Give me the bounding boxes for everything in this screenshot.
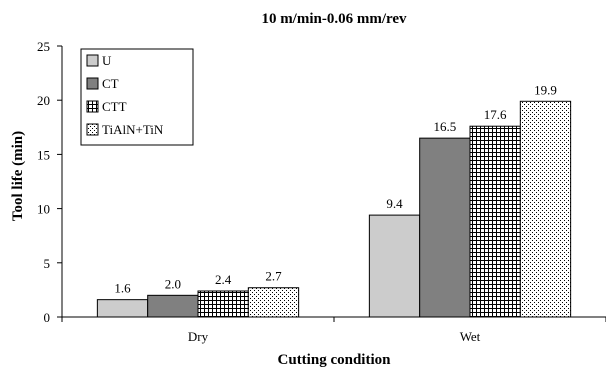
bar-value-label: 9.4 [386, 196, 403, 211]
bar-value-label: 19.9 [534, 82, 557, 97]
bar-value-label: 1.6 [114, 281, 131, 296]
y-tick-label: 5 [44, 256, 51, 271]
legend-label: CTT [102, 99, 127, 114]
y-axis: 0 5 10 15 20 25 [37, 39, 63, 325]
legend-box [80, 48, 194, 146]
legend-label: U [102, 53, 112, 68]
legend-swatch [86, 100, 99, 113]
bar-tialn-tin-dry [247, 287, 300, 318]
y-tick-label: 25 [37, 39, 50, 54]
y-tick-label: 0 [44, 310, 51, 325]
bar-ctt-wet [469, 125, 521, 318]
y-tick-label: 20 [37, 93, 50, 108]
x-tick-label: Wet [460, 329, 481, 344]
legend-label: CT [102, 76, 119, 91]
bar-ctt-dry [197, 290, 249, 318]
bar-value-label: 2.0 [165, 276, 181, 291]
bar-series-group: 1.6 2.0 2.4 2.7 9.4 16.5 17.6 19.9 [96, 82, 572, 318]
bar-value-label: 16.5 [433, 119, 456, 134]
y-tick-label: 10 [37, 202, 50, 217]
chart-title: 10 m/min-0.06 mm/rev [261, 11, 407, 27]
bar-u-wet [368, 214, 421, 318]
bar-ct-dry [147, 294, 199, 318]
legend-label: TiAlN+TiN [102, 122, 164, 137]
bar-tialn-tin-wet [519, 100, 572, 318]
bar-value-label: 17.6 [484, 107, 507, 122]
legend-swatch [86, 123, 99, 136]
bar-ct-wet [419, 137, 471, 318]
legend: U CT CTT TiAlN+TiN [80, 48, 194, 146]
x-axis-label: Cutting condition [278, 352, 392, 367]
x-axis: Dry Wet [61, 316, 606, 344]
y-tick-label: 15 [37, 147, 50, 162]
bar-u-dry [96, 299, 149, 318]
bar-value-label: 2.7 [265, 269, 282, 284]
legend-swatch [86, 54, 99, 67]
legend-swatch [86, 77, 99, 90]
bar-value-label: 2.4 [215, 272, 232, 287]
y-axis-label: Tool life (min) [10, 131, 26, 221]
x-tick-label: Dry [188, 329, 209, 344]
